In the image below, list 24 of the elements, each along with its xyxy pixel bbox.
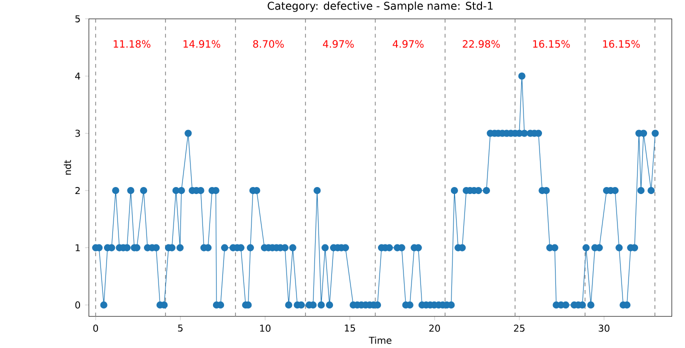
y-tick-label: 4 — [75, 72, 80, 80]
x-tick-label: 10 — [260, 324, 270, 332]
x-tick-label: 25 — [514, 324, 524, 332]
annotation: 16.15% — [603, 40, 640, 48]
y-tick-label: 1 — [76, 244, 80, 252]
x-tick-label: 30 — [598, 324, 610, 332]
x-tick-label: 5 — [178, 324, 183, 332]
y-axis-title: ndt — [64, 160, 72, 175]
annotation: 8.70% — [253, 40, 284, 48]
x-tick-label: 15 — [344, 324, 356, 332]
y-tick-label: 3 — [75, 130, 80, 138]
annotation: 22.98% — [462, 40, 500, 48]
y-tick-label: 2 — [75, 187, 80, 194]
chart-title: Category: defective - Sample name: Std-1 — [268, 2, 493, 12]
y-tick-label: 0 — [75, 302, 80, 309]
annotation: 11.18% — [114, 40, 150, 48]
x-tick-label: 0 — [93, 324, 98, 332]
x-tick-label: 20 — [429, 324, 440, 332]
annotation: 4.97% — [322, 40, 354, 48]
annotation: 16.15% — [533, 40, 570, 48]
x-axis-title: Time — [368, 336, 392, 344]
annotation: 4.97% — [392, 40, 424, 48]
y-tick-label: 5 — [75, 16, 80, 23]
annotation: 14.91% — [184, 40, 220, 48]
